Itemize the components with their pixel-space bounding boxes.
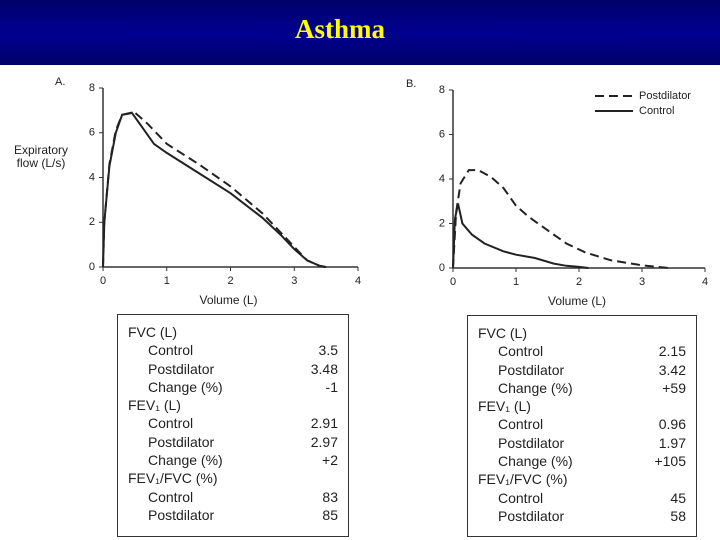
y-tick-label: 2 [439,217,445,229]
table-row: Control 3.5 [128,341,338,359]
section-title: FEV₁ (L) [478,398,531,415]
y-tick-label: 6 [439,128,445,140]
row-label: Postdilator [148,506,215,523]
row-value: 45 [670,489,686,506]
row-value: 3.42 [658,361,686,378]
x-tick-label: 3 [639,276,645,288]
table-row: Change (%) +2 [128,451,338,469]
row-label: Postdilator [148,360,215,377]
y-tick-label: 4 [89,171,95,183]
table-row: Change (%) -1 [128,378,338,396]
flow-curve [452,203,589,269]
y-tick-label: 8 [89,82,95,94]
row-label: Control [148,488,194,505]
section-title: FVC (L) [128,324,177,340]
x-tick-label: 2 [227,275,233,287]
table-row: Change (%) +59 [478,379,686,397]
legend-label: Postdilator [639,90,691,102]
row-label: Control [498,343,544,360]
x-tick-label: 4 [355,275,361,287]
table-row: Change (%) +105 [478,452,686,470]
y-tick-label: 0 [439,262,445,274]
x-tick-label: 0 [450,276,456,288]
row-value: 0.96 [658,416,686,433]
x-tick-label: 1 [164,275,170,287]
table-row: Control 2.15 [478,342,686,360]
legend-label: Control [639,105,674,117]
flow-curve [102,111,327,268]
row-value: 58 [670,507,686,524]
section-title: FEV₁/FVC (%) [128,470,218,487]
panel-label: B. [406,78,416,90]
x-tick-label: 1 [513,276,519,288]
x-tick-label: 0 [100,275,106,287]
row-value: 1.97 [658,434,686,451]
measurement-table: FVC (L) Control 2.15 Postdilator 3.42 Change … [467,315,697,537]
y-tick-label: 8 [439,84,445,96]
table-row: Control 83 [128,488,338,506]
x-tick-label: 4 [702,276,708,288]
section-title: FVC (L) [478,325,527,341]
title-bar: Asthma [0,0,720,65]
section-title: FEV₁/FVC (%) [478,471,568,488]
row-value: 3.48 [310,360,338,377]
row-label: Postdilator [498,361,565,378]
row-label: Postdilator [148,433,215,450]
x-axis-label: Volume (L) [199,293,257,307]
panel-label: A. [55,76,65,88]
y-tick-label: 0 [89,261,95,273]
table-row: Control 45 [478,489,686,507]
row-label: Control [148,342,194,359]
row-label: Control [498,416,544,433]
row-label: Change (%) [148,452,223,469]
row-value: +2 [322,452,338,469]
section-title: FEV₁ (L) [128,397,181,414]
row-value: 85 [322,506,338,523]
row-value: +105 [654,453,686,470]
flow-curve [102,111,326,268]
x-axis-label: Volume (L) [548,294,606,308]
row-value: 3.5 [318,342,338,359]
table-row: Postdilator 85 [128,506,338,524]
row-label: Postdilator [498,507,565,524]
y-tick-label: 2 [89,216,95,228]
row-label: Control [148,415,194,432]
row-label: Change (%) [498,453,573,470]
x-tick-label: 2 [576,276,582,288]
row-label: Change (%) [498,379,573,396]
measurement-table: FVC (L) Control 3.5 Postdilator 3.48 Change (… [117,314,349,537]
row-value: 2.91 [310,415,338,432]
y-tick-label: 4 [439,173,445,185]
row-value: 2.97 [310,433,338,450]
x-tick-label: 3 [291,275,297,287]
flow-curve [452,169,669,269]
y-axis-label: Expiratory flow (L/s) [13,142,69,170]
row-value: 83 [322,488,338,505]
row-value: +59 [662,379,686,396]
row-label: Change (%) [148,378,223,395]
slide-title: Asthma [294,14,385,44]
row-value: 2.15 [658,343,686,360]
row-label: Control [498,489,544,506]
table-row: Postdilator 1.97 [478,434,686,452]
table-row: Control 2.91 [128,414,338,432]
table-row: Postdilator 3.48 [128,360,338,378]
y-tick-label: 6 [89,127,95,139]
row-label: Postdilator [498,434,565,451]
table-row: Postdilator 2.97 [128,433,338,451]
table-row: Postdilator 3.42 [478,361,686,379]
table-row: Control 0.96 [478,415,686,433]
table-row: Postdilator 58 [478,507,686,525]
row-value: -1 [325,378,338,395]
